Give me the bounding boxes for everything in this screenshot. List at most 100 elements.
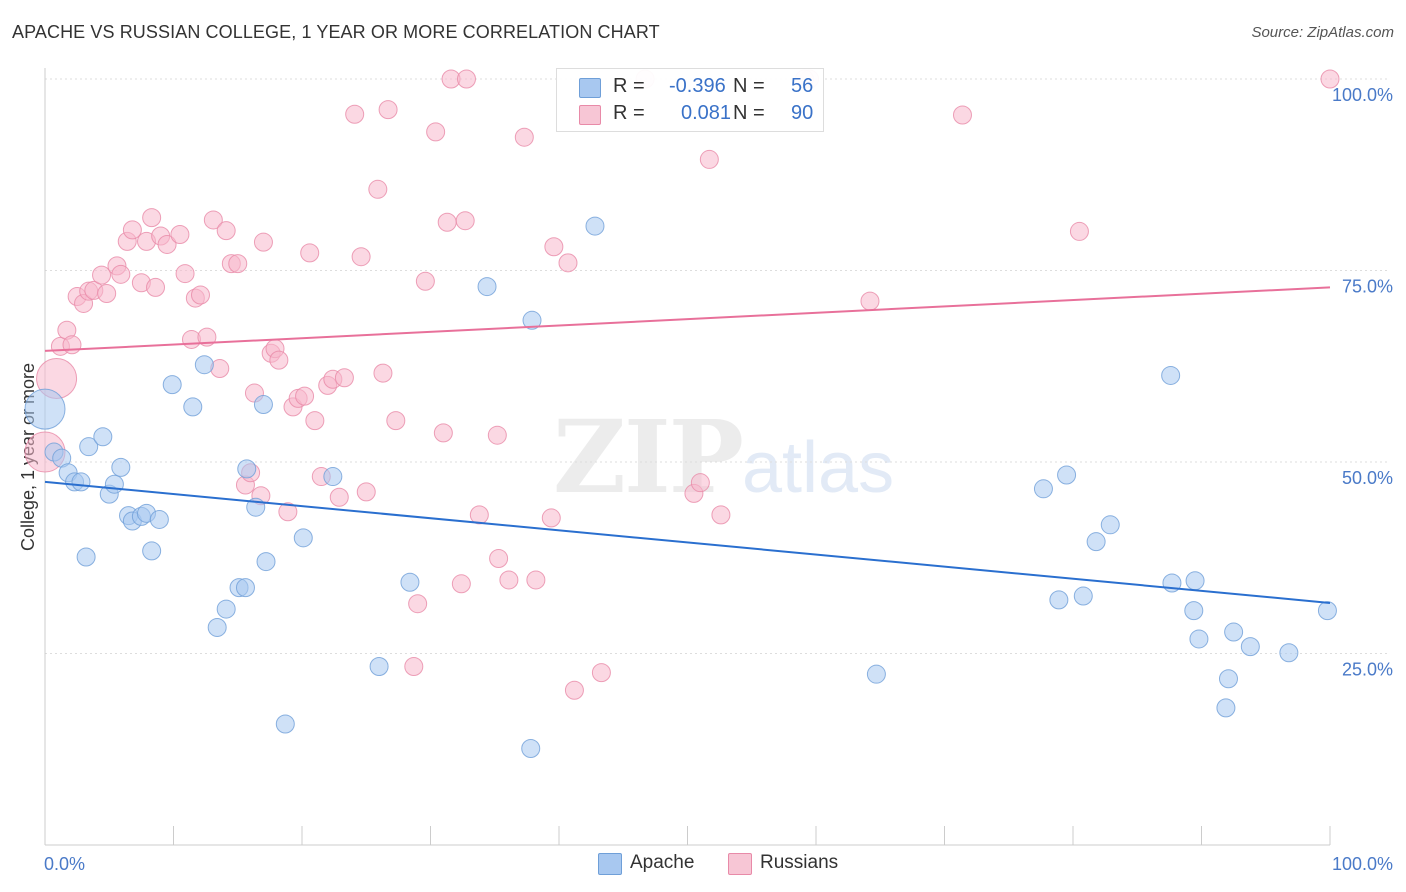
russians-point (514, 127, 534, 147)
n-value-russians: 90 (791, 102, 814, 124)
apache-point (93, 427, 113, 447)
apache-trend-line (44, 480, 1331, 604)
apache-point (1049, 590, 1069, 610)
legend-label-russians: Russians (760, 852, 839, 873)
russians-point (408, 594, 428, 614)
apache-point (1033, 479, 1053, 499)
russians-point (451, 574, 471, 594)
watermark: ZIPatlas (553, 398, 894, 516)
apache-point (149, 509, 169, 529)
apache-point (1189, 629, 1209, 649)
apache-swatch (579, 78, 601, 98)
y-tick-label: 100.0% (1332, 85, 1393, 105)
r-label: R = (613, 75, 645, 97)
russians-point (216, 221, 236, 241)
r-label: R = (613, 102, 645, 124)
apache-point (275, 714, 295, 734)
apache-point (142, 541, 162, 561)
russians-point (146, 277, 166, 297)
russians-point (541, 508, 561, 528)
apache-point (24, 388, 66, 430)
apache-point (1161, 365, 1181, 385)
x-tick-label: 0.0% (44, 854, 85, 874)
russians-point (278, 502, 298, 522)
r-value-apache: -0.396 (669, 75, 726, 97)
apache-point (194, 355, 214, 375)
apache-point (400, 572, 420, 592)
apache-point (183, 397, 203, 417)
russians-point (378, 100, 398, 120)
apache-point (1185, 571, 1205, 591)
apache-point (162, 375, 182, 395)
russians-point (952, 105, 972, 125)
apache-point (216, 599, 236, 619)
apache-point (1073, 586, 1093, 606)
apache-point (79, 437, 99, 457)
apache-point (76, 547, 96, 567)
apache-point (111, 457, 131, 477)
russians-point (269, 350, 289, 370)
russians-swatch (728, 853, 752, 875)
russians-point (564, 680, 584, 700)
russians-point (203, 210, 223, 230)
russians-point (295, 386, 315, 406)
y-tick-label: 50.0% (1342, 468, 1393, 488)
russians-point (455, 211, 475, 231)
russians-trend-line (44, 286, 1331, 352)
y-tick-label: 25.0% (1342, 660, 1393, 680)
x-tick-label: 100.0% (1332, 854, 1393, 874)
russians-point (433, 423, 453, 443)
russians-point (690, 473, 710, 493)
legend-label-apache: Apache (630, 852, 695, 873)
apache-point (1100, 515, 1120, 535)
russians-point (469, 505, 489, 525)
apache-point (235, 578, 255, 598)
apache-point (1216, 698, 1236, 718)
russians-point (92, 265, 112, 285)
n-label: N = (733, 75, 765, 97)
russians-point (345, 104, 365, 124)
russians-point (228, 254, 248, 274)
apache-point (207, 617, 227, 637)
apache-point (71, 472, 91, 492)
watermark-zip: ZIP (553, 398, 744, 516)
apache-point (522, 310, 542, 330)
russians-point (699, 149, 719, 169)
russians-point (157, 234, 177, 254)
apache-point (323, 467, 343, 487)
apache-point (1279, 643, 1299, 663)
russians-point (62, 335, 82, 355)
russians-point (544, 237, 564, 257)
russians-point (386, 411, 406, 431)
russians-point (426, 122, 446, 142)
russians-point (711, 505, 731, 525)
russians-point (1069, 221, 1089, 241)
apache-point (866, 664, 886, 684)
apache-point (477, 277, 497, 297)
apache-point (1240, 637, 1260, 657)
russians-point (253, 232, 273, 252)
n-value-apache: 56 (791, 75, 814, 97)
russians-point (437, 212, 457, 232)
russians-point (197, 327, 217, 347)
russians-point (175, 264, 195, 284)
russians-point (111, 264, 131, 284)
russians-point (558, 253, 578, 273)
apache-point (1218, 669, 1238, 689)
chart-title: APACHE VS RUSSIAN COLLEGE, 1 YEAR OR MOR… (12, 22, 660, 42)
apache-point (104, 474, 124, 494)
n-label: N = (733, 102, 765, 124)
russians-point (373, 363, 393, 383)
russians-point (489, 549, 509, 569)
russians-point (487, 425, 507, 445)
russians-point (1320, 69, 1340, 89)
russians-point (456, 69, 476, 89)
russians-point (404, 657, 424, 677)
apache-point (293, 528, 313, 548)
apache-point (1184, 601, 1204, 621)
apache-point (521, 738, 541, 758)
apache-point (256, 552, 276, 572)
russians-point (334, 368, 354, 388)
russians-point (368, 179, 388, 199)
